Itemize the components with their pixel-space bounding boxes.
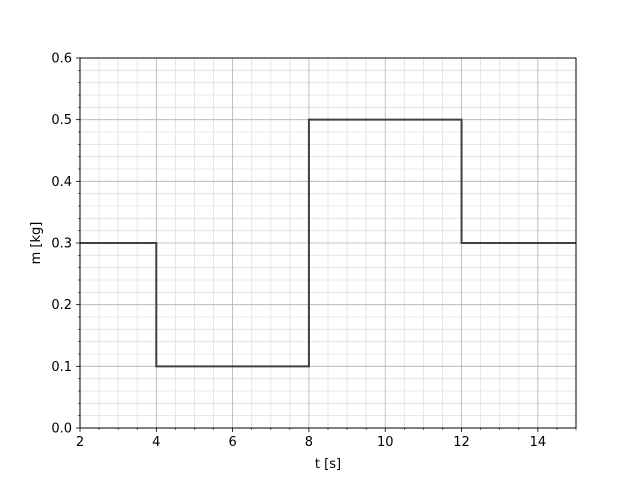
series-layer	[80, 118, 576, 368]
x-axis-label: t [s]	[315, 457, 341, 472]
x-tick-label: 14	[530, 435, 547, 450]
y-axis-label: m [kg]	[29, 222, 44, 265]
y-tick-label: 0.5	[51, 113, 72, 128]
y-tick-label: 0.4	[51, 175, 72, 190]
y-tick-label: 0.1	[51, 360, 72, 375]
x-tick-label: 6	[228, 435, 236, 450]
step-series-line	[80, 118, 576, 368]
x-tick-label: 4	[152, 435, 160, 450]
x-tick-label: 8	[305, 435, 313, 450]
axis-tick-labels: 2 4 6 8 10 12 14 0.0 0.1 0.2 0.3 0.4 0.5 0.6	[51, 52, 546, 451]
y-tick-label: 0.2	[51, 298, 72, 313]
axis-ticks	[76, 57, 577, 432]
x-tick-label: 10	[377, 435, 394, 450]
y-tick-label: 0.0	[51, 422, 72, 437]
y-tick-label: 0.3	[51, 237, 72, 252]
x-tick-label: 12	[453, 435, 470, 450]
y-tick-label: 0.6	[51, 52, 72, 67]
x-tick-label: 2	[76, 435, 84, 450]
